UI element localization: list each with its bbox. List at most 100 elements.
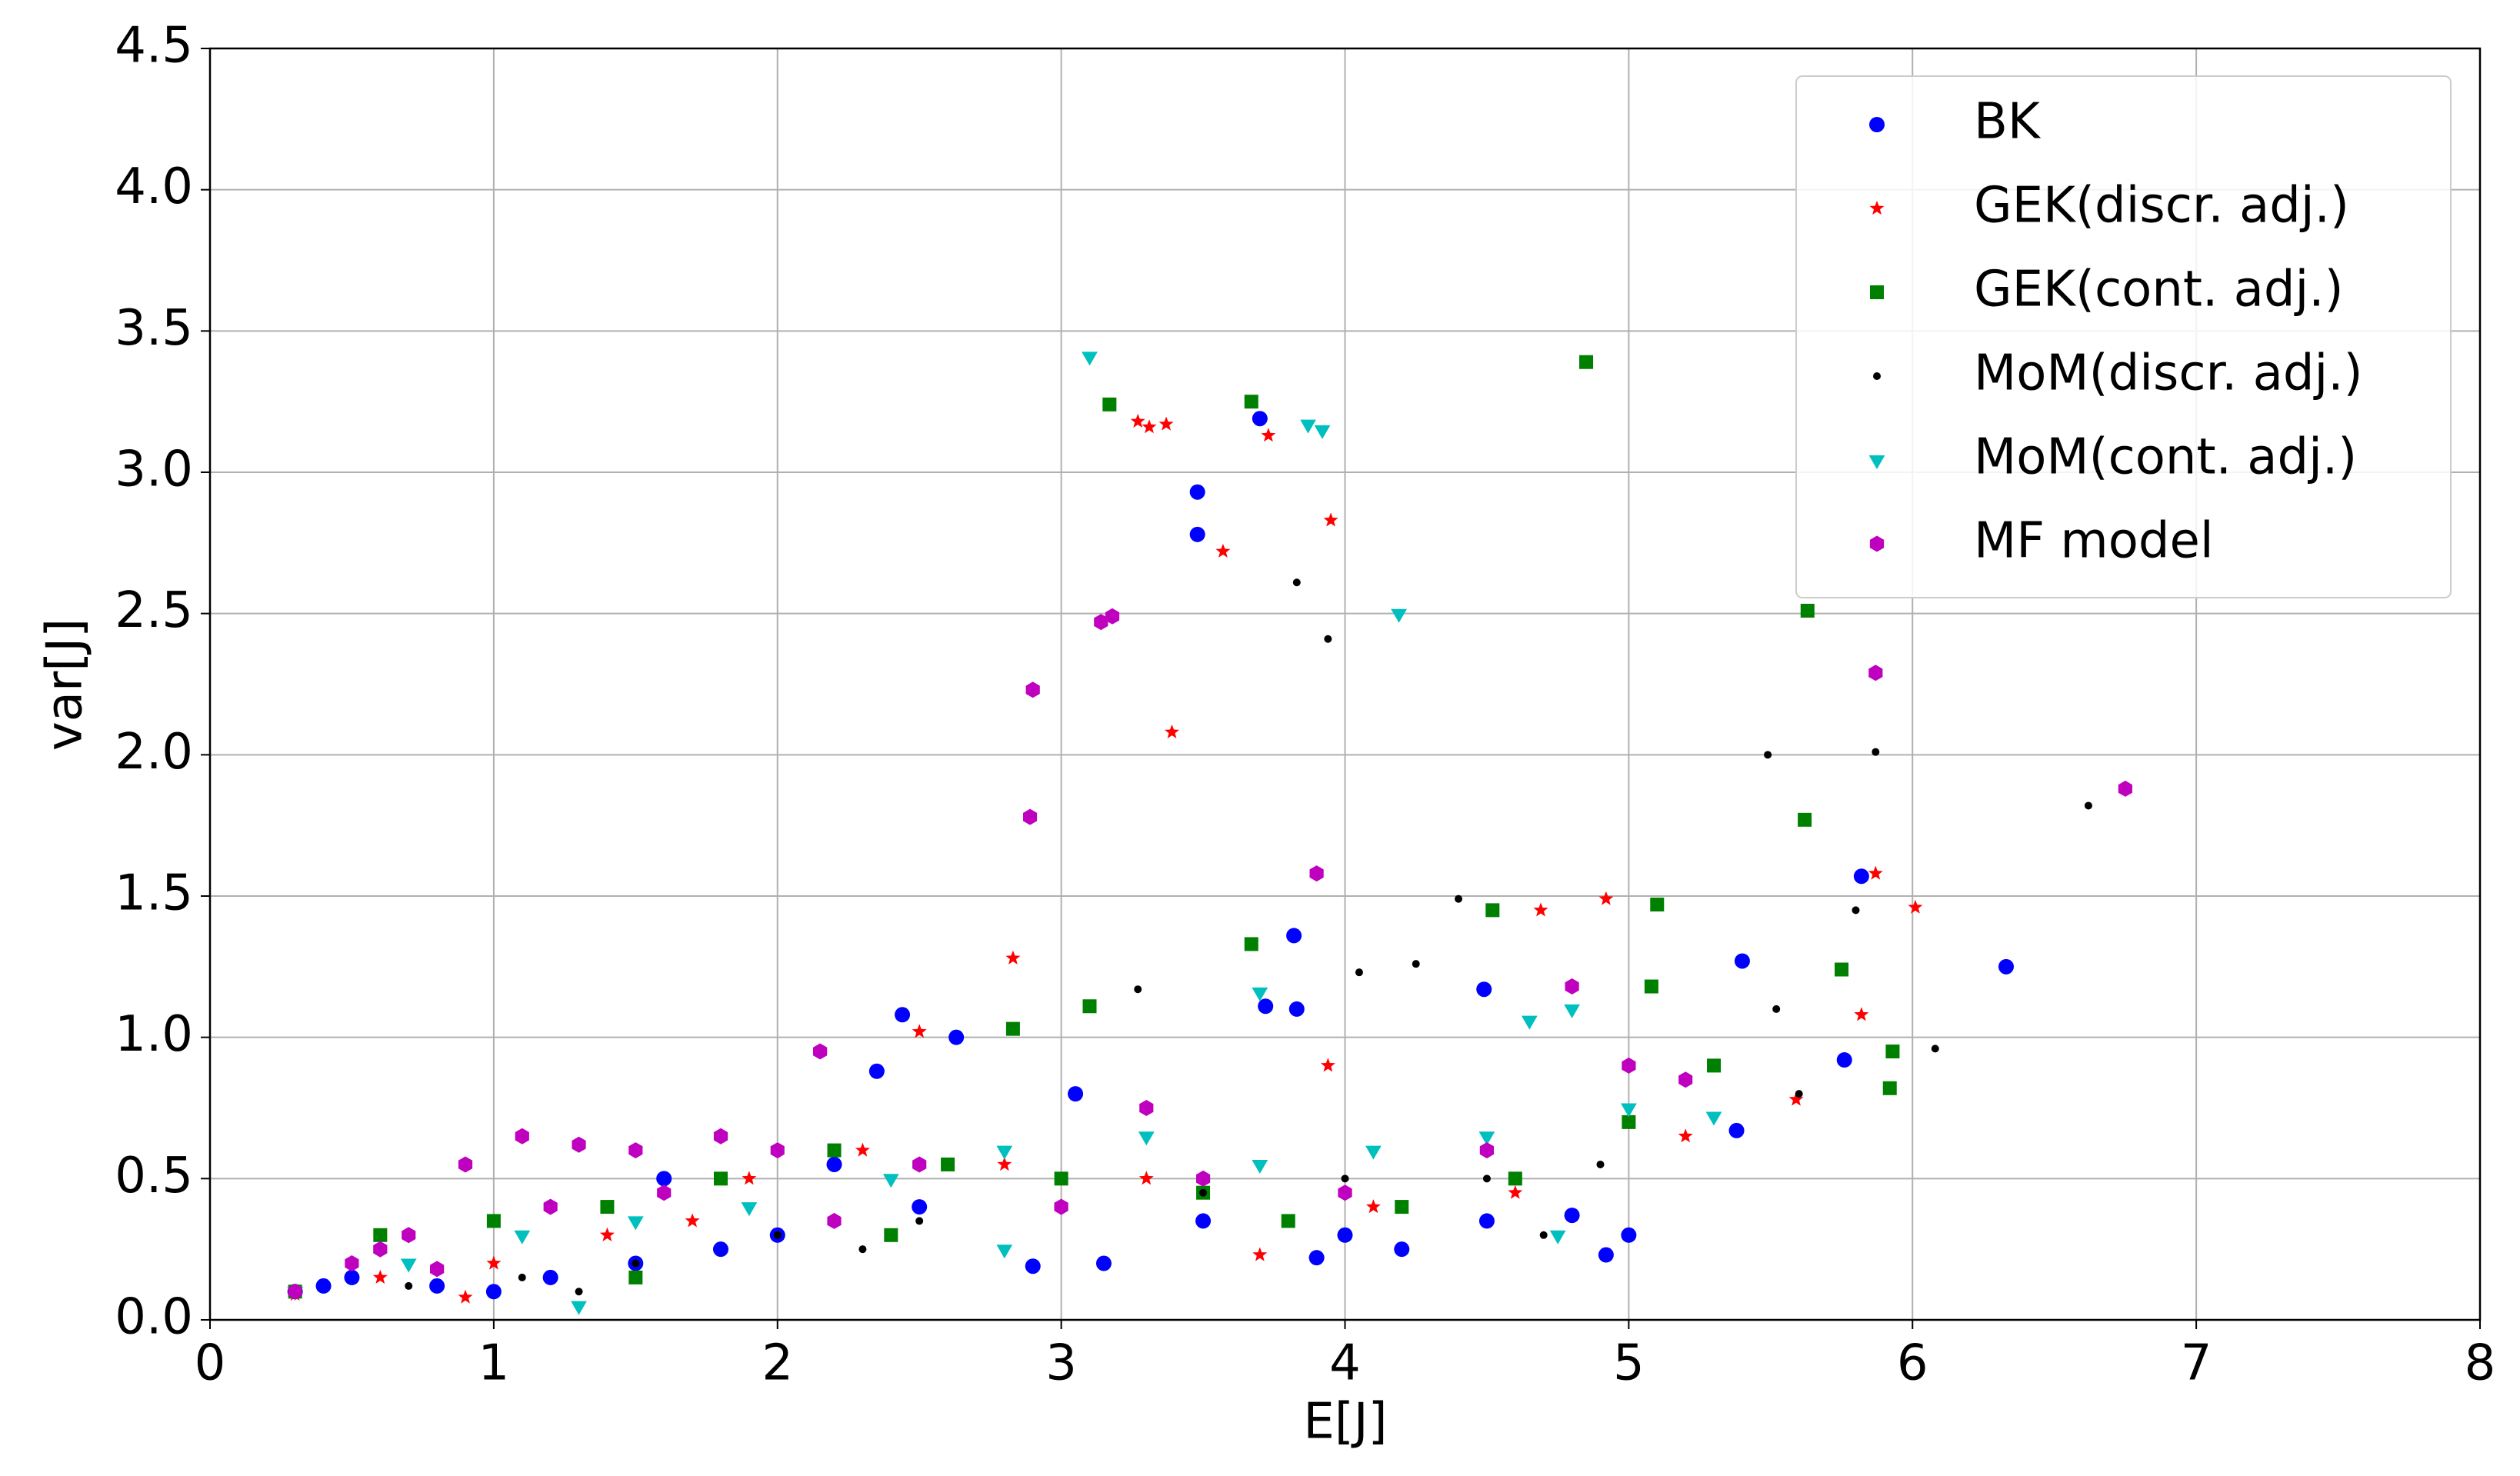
point xyxy=(1189,526,1205,542)
legend-label: BK xyxy=(1974,94,2042,151)
point xyxy=(868,1063,885,1079)
point xyxy=(1478,1213,1495,1229)
point xyxy=(2118,780,2132,797)
point xyxy=(1795,1090,1803,1098)
point xyxy=(1868,665,1883,681)
point xyxy=(855,1142,870,1157)
point xyxy=(572,1136,586,1153)
point xyxy=(345,1255,359,1271)
point xyxy=(458,1156,473,1173)
x-tick-label: 5 xyxy=(1613,1335,1645,1392)
point xyxy=(1479,1142,1494,1159)
point xyxy=(770,1142,785,1159)
point xyxy=(599,1227,615,1241)
point xyxy=(575,1288,583,1296)
x-tick-label: 6 xyxy=(1897,1335,1928,1392)
series xyxy=(288,413,1923,1304)
point xyxy=(458,1289,473,1304)
y-tick-label: 0.0 xyxy=(115,1289,193,1346)
point xyxy=(542,1269,558,1285)
point xyxy=(1105,608,1120,625)
legend-marker xyxy=(1869,535,1885,552)
legend-marker xyxy=(1869,117,1885,132)
legend-marker xyxy=(1873,372,1881,380)
point xyxy=(1622,1057,1636,1074)
point xyxy=(996,1244,1013,1259)
point xyxy=(632,1259,640,1268)
legend-label: MoM(cont. adj.) xyxy=(1974,429,2357,486)
point xyxy=(1728,1122,1745,1138)
point xyxy=(1054,1171,1068,1186)
point xyxy=(1095,1255,1112,1271)
point xyxy=(1292,578,1301,587)
point xyxy=(1868,865,1883,880)
point xyxy=(1054,1198,1068,1215)
point xyxy=(1998,958,2014,975)
point xyxy=(912,1156,927,1173)
point xyxy=(315,1278,332,1294)
point xyxy=(713,1171,728,1186)
point xyxy=(1338,1184,1352,1201)
point xyxy=(1023,808,1038,825)
x-tick-label: 8 xyxy=(2465,1335,2496,1392)
point xyxy=(627,1216,644,1231)
point xyxy=(1068,1086,1084,1102)
point xyxy=(712,1241,728,1258)
point xyxy=(1644,979,1658,994)
point xyxy=(430,1261,445,1278)
plot-frame xyxy=(208,47,2482,1321)
point xyxy=(948,1029,965,1045)
point xyxy=(1300,419,1316,434)
legend-marker xyxy=(1870,285,1884,299)
y-tick-label: 4.5 xyxy=(115,18,193,75)
legend-marker xyxy=(1868,455,1885,469)
x-tick-label: 2 xyxy=(762,1335,793,1392)
point xyxy=(515,1128,529,1144)
point xyxy=(1394,1241,1410,1258)
point xyxy=(1337,1227,1353,1243)
x-tick-label: 3 xyxy=(1045,1335,1077,1392)
point xyxy=(912,1024,927,1038)
point xyxy=(571,1301,587,1315)
point xyxy=(1025,681,1040,698)
point xyxy=(1476,981,1492,998)
point xyxy=(628,1142,643,1159)
point xyxy=(657,1184,672,1201)
point xyxy=(1705,1111,1722,1126)
point xyxy=(1189,484,1205,500)
point xyxy=(1564,1004,1580,1018)
point xyxy=(1539,1231,1548,1239)
point xyxy=(1252,987,1268,1001)
point xyxy=(1158,416,1174,431)
point xyxy=(1854,1007,1869,1021)
x-tick-label: 7 xyxy=(2181,1335,2212,1392)
point xyxy=(344,1269,360,1285)
point xyxy=(543,1198,558,1215)
point xyxy=(1341,1174,1349,1183)
point xyxy=(1258,998,1274,1015)
point xyxy=(1678,1071,1693,1088)
y-tick-label: 4.0 xyxy=(115,158,193,215)
y-tick-label: 3.5 xyxy=(115,300,193,357)
y-tick-label: 1.0 xyxy=(115,1006,193,1063)
point xyxy=(1508,1184,1523,1199)
point xyxy=(1564,1208,1580,1224)
point xyxy=(1885,1045,1900,1059)
point xyxy=(373,1241,388,1258)
point xyxy=(996,1145,1013,1160)
point xyxy=(373,1228,388,1242)
point xyxy=(288,1283,302,1300)
point xyxy=(1252,411,1268,427)
point xyxy=(813,1043,828,1060)
point xyxy=(1482,1174,1491,1183)
point xyxy=(1621,1103,1637,1118)
legend-label: MF model xyxy=(1974,513,2214,570)
point xyxy=(1764,751,1772,759)
point xyxy=(1800,603,1815,618)
point xyxy=(1521,1015,1538,1030)
point xyxy=(1102,397,1117,411)
point xyxy=(1138,1131,1155,1146)
point xyxy=(1598,1247,1614,1263)
point xyxy=(915,1217,924,1225)
